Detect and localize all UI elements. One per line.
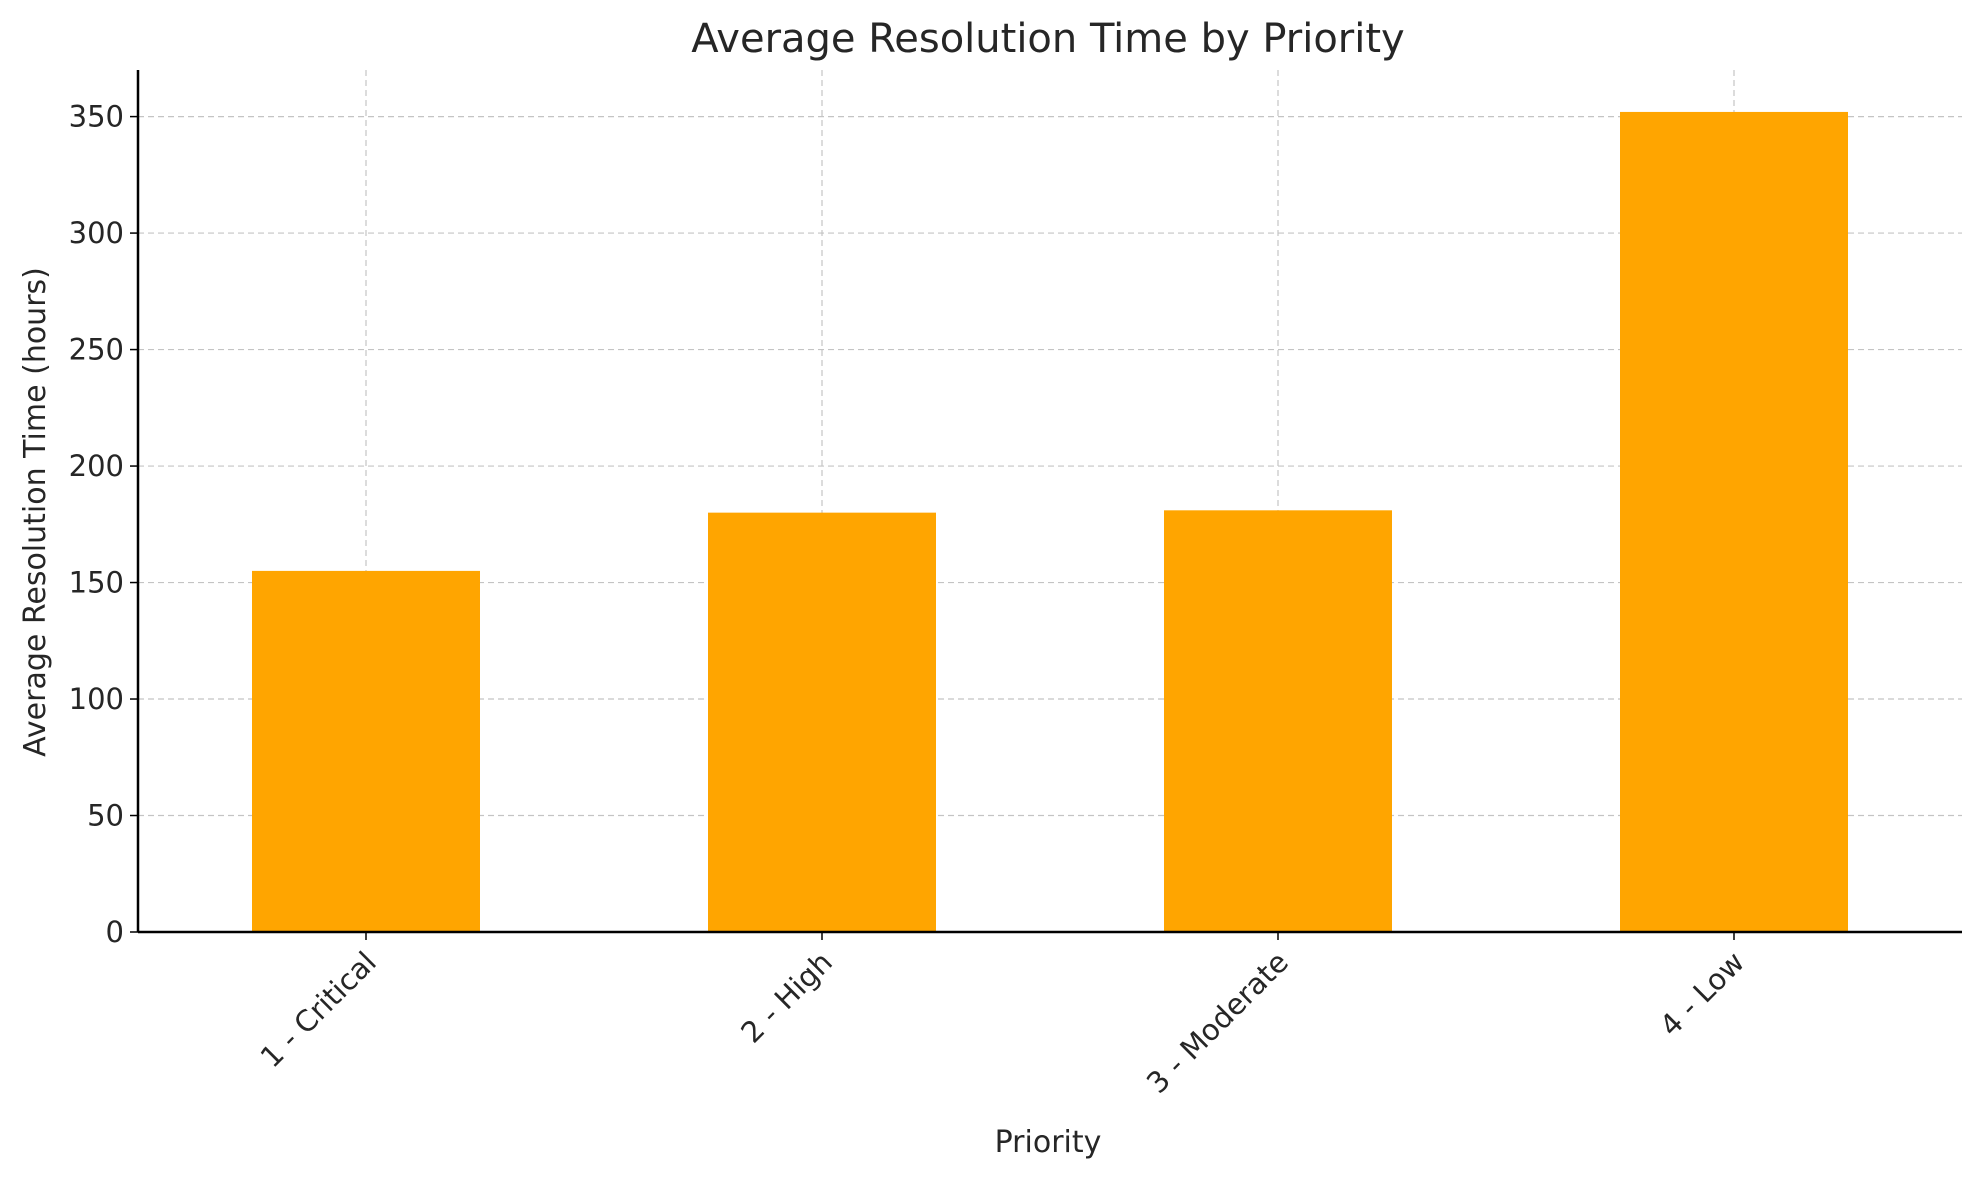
y-tick-label: 50 bbox=[87, 799, 124, 833]
chart-title: Average Resolution Time by Priority bbox=[691, 16, 1404, 62]
x-tick-label: 2 - High bbox=[734, 945, 839, 1050]
x-tick-label: 1 - Critical bbox=[254, 945, 383, 1074]
y-axis-label: Average Resolution Time (hours) bbox=[18, 267, 53, 757]
y-tick-label: 150 bbox=[69, 566, 124, 600]
y-tick-label: 300 bbox=[69, 216, 124, 250]
x-tick-label: 4 - Low bbox=[1653, 945, 1751, 1043]
y-tick-label: 350 bbox=[69, 100, 124, 134]
y-tick-label: 0 bbox=[106, 915, 124, 949]
y-tick-label: 200 bbox=[69, 449, 124, 483]
bar bbox=[1620, 111, 1848, 933]
bar bbox=[1164, 510, 1392, 932]
y-tick-label: 250 bbox=[69, 333, 124, 367]
x-axis-label: Priority bbox=[995, 1125, 1102, 1160]
bar bbox=[708, 512, 936, 932]
y-tick-label: 100 bbox=[69, 682, 124, 716]
bar bbox=[252, 570, 480, 932]
x-tick-label: 3 - Moderate bbox=[1140, 945, 1295, 1100]
bars bbox=[252, 111, 1848, 933]
